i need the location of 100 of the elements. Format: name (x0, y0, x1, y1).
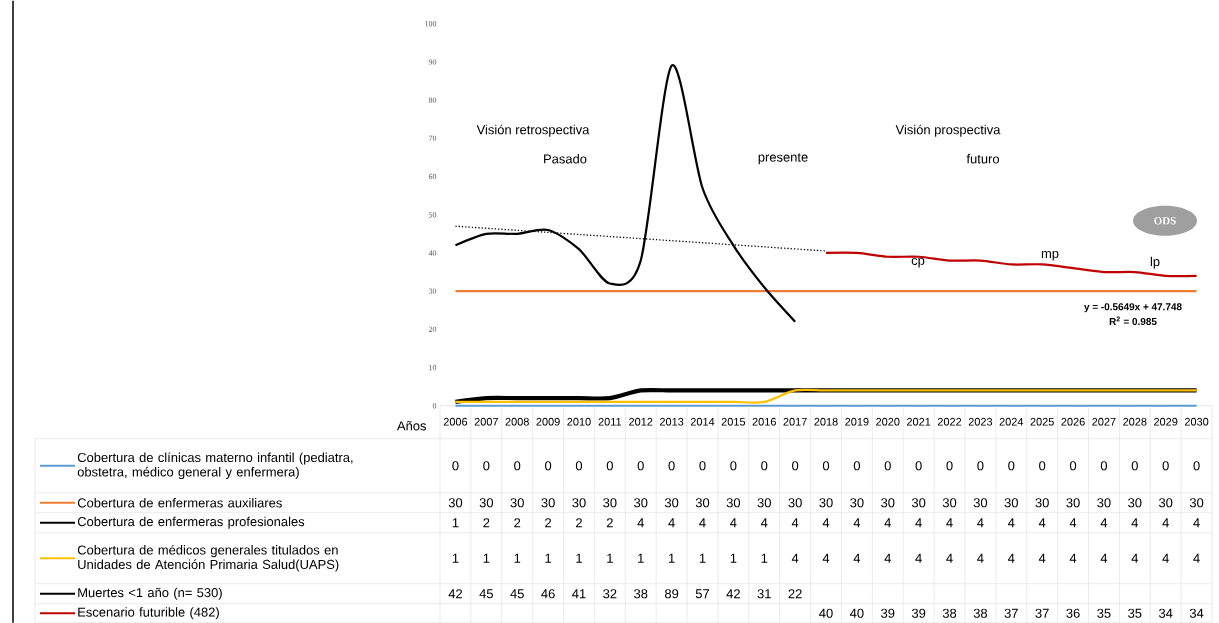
data-label: 34 (1189, 608, 1204, 618)
annotation: ODS (1154, 216, 1176, 225)
data-label: 0 (1162, 460, 1169, 471)
x-tick-label: 2020 (876, 417, 900, 426)
annotation: y = -0.5649x + 47.748 (1084, 302, 1182, 313)
data-label: 4 (822, 553, 830, 563)
data-label: 34 (1158, 608, 1173, 618)
data-label: 4 (1100, 518, 1108, 527)
data-label: 1 (668, 553, 675, 563)
x-tick-label: 2025 (1030, 417, 1054, 426)
data-label: 4 (1193, 518, 1200, 527)
data-label: 4 (760, 518, 768, 527)
x-tick-label: 2017 (783, 417, 807, 426)
x-tick-label: 2023 (968, 417, 993, 426)
data-label: 1 (514, 553, 521, 563)
x-tick-label: 2018 (814, 417, 838, 426)
x-tick-label: 2019 (845, 417, 869, 426)
data-label: 4 (1038, 553, 1046, 563)
data-label: 4 (1131, 553, 1139, 563)
data-label: 0 (452, 460, 459, 471)
data-label: 0 (1069, 460, 1077, 471)
data-label: 4 (1038, 518, 1046, 527)
x-tick-label: 2007 (474, 417, 498, 426)
x-tick-label: 2008 (505, 417, 529, 426)
data-label: 0 (606, 460, 613, 471)
data-label: 40 (819, 608, 833, 618)
data-label: 0 (853, 460, 860, 471)
legend-label: Cobertura de clínicas materno infantil (pediatra, obstetra, médico general y enfermera) (77, 452, 353, 479)
x-tick-label: 2011 (598, 417, 622, 426)
data-label: 0 (977, 460, 984, 471)
data-label: 45 (510, 588, 524, 599)
data-label: 1 (607, 553, 613, 563)
data-label: 4 (1131, 518, 1139, 527)
legend-label: Cobertura de enfermeras profesionales (77, 516, 305, 529)
data-label: 4 (977, 518, 984, 527)
data-label: 1 (452, 553, 459, 563)
data-label: 2 (606, 517, 613, 528)
data-label: 41 (572, 589, 586, 598)
data-label: 30 (1097, 497, 1111, 508)
annotation: cp (911, 257, 925, 268)
data-label: 36 (1066, 608, 1080, 618)
x-tick-label: 2022 (937, 417, 962, 426)
data-label: 1 (452, 518, 459, 527)
data-label: 4 (884, 518, 891, 527)
x-tick-label: 2015 (721, 417, 746, 426)
data-label: 4 (853, 518, 861, 527)
data-label: 30 (664, 497, 679, 508)
data-label: 4 (946, 518, 953, 527)
annotation: R$^{2}$ = 0.985 (1109, 316, 1157, 325)
data-label: 1 (761, 553, 768, 563)
annotation: presente (758, 152, 808, 165)
x-tick-label: 2014 (690, 417, 715, 426)
legend-label: Cobertura de enfermeras auxiliares (77, 497, 282, 508)
annotation: Pasado (544, 153, 587, 164)
data-label: 0 (884, 460, 891, 471)
data-label: 0 (730, 460, 737, 471)
x-axis-title: Años (397, 420, 427, 431)
data-label: 22 (788, 588, 802, 599)
x-tick-label: 2012 (629, 417, 653, 426)
data-label: 38 (973, 608, 988, 618)
data-label: 4 (853, 553, 861, 563)
legend-label: Cobertura de médicos generales titulados en Unidades de Atención Primaria Salud(UAPS) (77, 544, 339, 572)
data-label: 0 (946, 460, 953, 471)
data-label: 32 (603, 588, 617, 599)
data-label: 1 (576, 553, 582, 563)
data-label: 89 (664, 588, 679, 599)
data-label: 42 (726, 588, 740, 599)
data-label: 4 (730, 518, 737, 527)
data-label: 30 (973, 497, 988, 508)
x-tick-label: 2027 (1092, 417, 1116, 426)
annotation: futuro (966, 153, 1000, 164)
data-label: 30 (572, 497, 586, 508)
data-label: 2 (483, 517, 490, 528)
annotation: Visión prospectiva (895, 124, 1001, 137)
data-label: 0 (792, 460, 799, 471)
data-label: 4 (1007, 553, 1015, 563)
data-label: 4 (637, 518, 644, 527)
data-label: 2 (514, 517, 521, 528)
data-label: 0 (575, 460, 583, 471)
data-label: 30 (850, 497, 864, 508)
data-label: 30 (479, 497, 494, 508)
data-label: 30 (788, 497, 802, 508)
data-label: 30 (942, 497, 957, 508)
data-label: 30 (1128, 497, 1142, 508)
data-label: 1 (730, 553, 737, 563)
data-label: 4 (1069, 553, 1077, 563)
data-label: 0 (514, 460, 521, 471)
data-label: 38 (942, 608, 957, 618)
data-label: 30 (603, 497, 617, 508)
x-tick-label: 2030 (1184, 417, 1209, 426)
data-label: 4 (915, 553, 922, 563)
data-label: 39 (881, 608, 895, 618)
data-label: 30 (510, 497, 524, 508)
data-label: 4 (1193, 553, 1200, 563)
data-label: 0 (699, 460, 706, 471)
data-label: 4 (699, 518, 706, 527)
data-label: 30 (1158, 497, 1173, 508)
x-tick-label: 2013 (659, 417, 684, 426)
data-label: 4 (946, 553, 953, 563)
data-label: 30 (726, 497, 741, 508)
